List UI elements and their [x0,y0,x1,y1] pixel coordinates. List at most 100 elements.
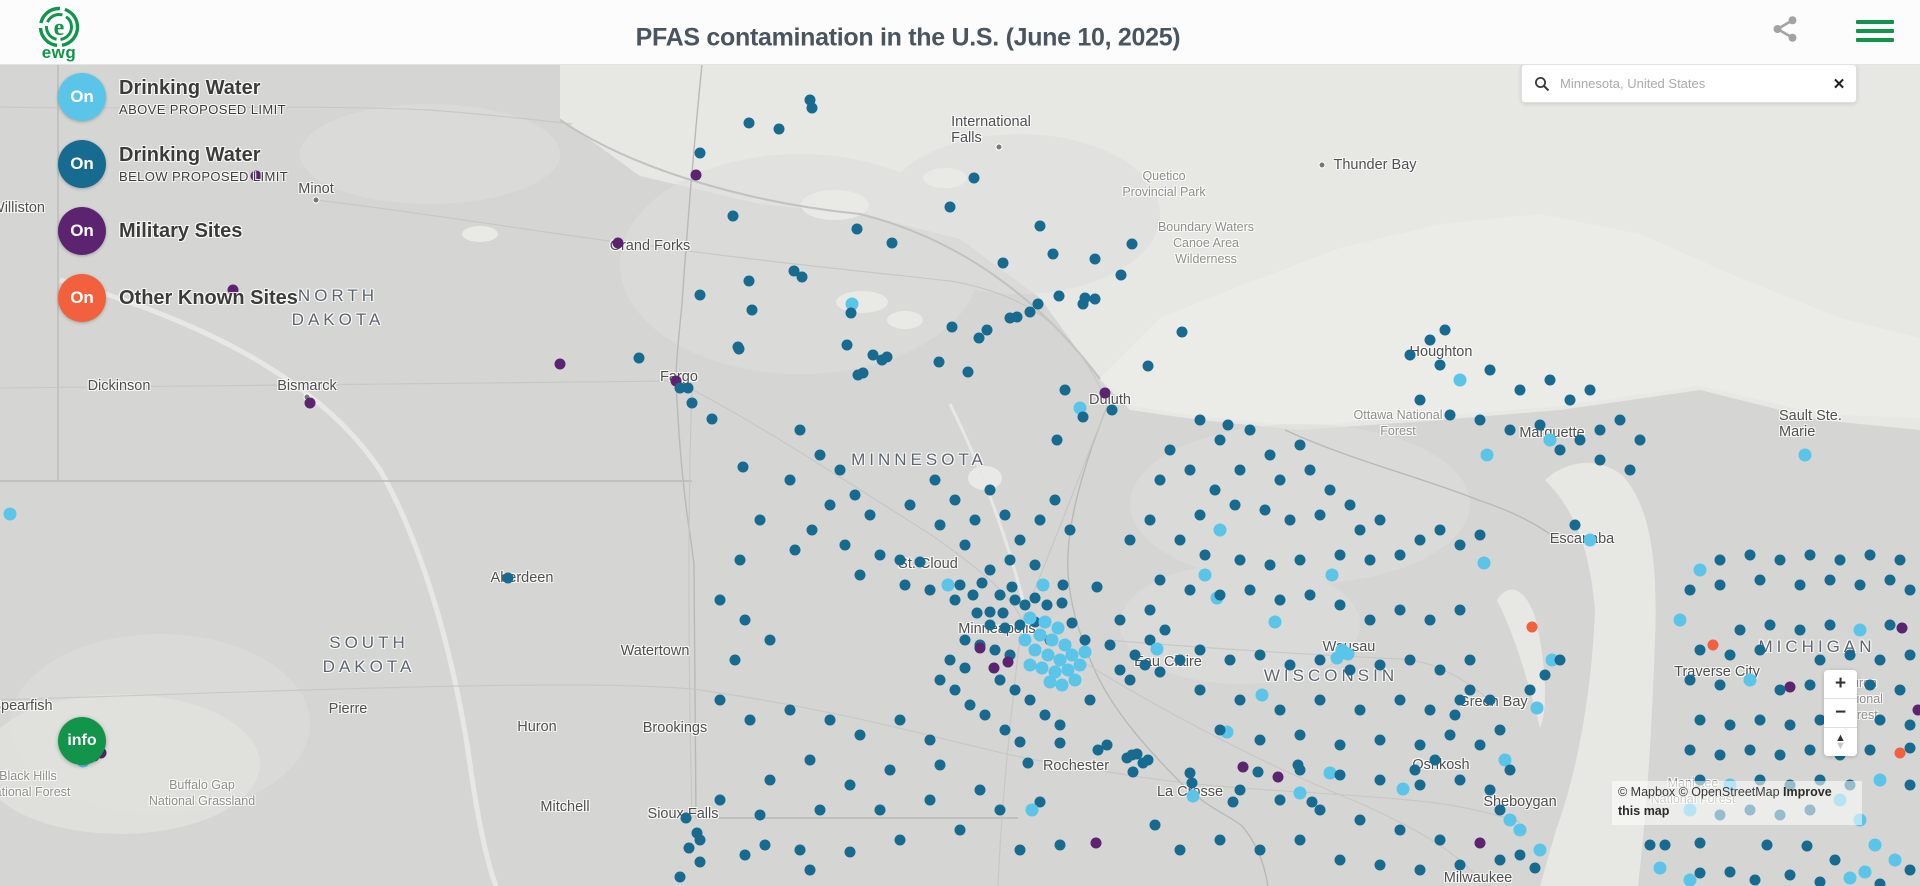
site-marker-b[interactable] [804,754,816,766]
site-marker-b[interactable] [1694,867,1706,879]
site-marker-b[interactable] [1694,774,1706,786]
site-marker-b[interactable] [1214,834,1226,846]
site-marker-b[interactable] [852,369,864,381]
site-marker-a[interactable] [1453,373,1467,387]
site-marker-a[interactable] [1213,523,1227,537]
site-marker-b[interactable] [1774,554,1786,566]
site-marker-b[interactable] [1454,604,1466,616]
legend-toggle-drinking-water-below[interactable]: On [58,140,106,188]
site-marker-b[interactable] [1424,614,1436,626]
site-marker-b[interactable] [1404,654,1416,666]
site-marker-b[interactable] [1234,554,1246,566]
site-marker-b[interactable] [1784,719,1796,731]
site-marker-b[interactable] [1594,454,1606,466]
site-marker-b[interactable] [674,382,686,394]
site-marker-b[interactable] [1304,464,1316,476]
site-marker-b[interactable] [899,579,911,591]
site-marker-b[interactable] [1554,444,1566,456]
site-marker-a[interactable] [1868,838,1882,852]
site-marker-b[interactable] [1084,694,1096,706]
site-marker-a[interactable] [1543,433,1557,447]
site-marker-b[interactable] [1056,597,1068,609]
site-marker-b[interactable] [949,594,961,606]
site-marker-b[interactable] [1124,674,1136,686]
site-marker-b[interactable] [1574,434,1586,446]
site-marker-a[interactable] [1053,653,1067,667]
site-marker-m[interactable] [250,170,262,182]
site-marker-b[interactable] [1174,534,1186,546]
site-marker-m[interactable] [1784,681,1796,693]
site-marker-b[interactable] [1199,549,1211,561]
menu-button[interactable] [1856,20,1896,46]
site-marker-b[interactable] [1234,694,1246,706]
site-marker-b[interactable] [784,474,796,486]
site-marker-b[interactable] [1529,862,1541,874]
site-marker-b[interactable] [1154,666,1166,678]
site-marker-b[interactable] [886,237,898,249]
site-marker-b[interactable] [1184,464,1196,476]
site-marker-m[interactable] [1090,837,1102,849]
site-marker-b[interactable] [773,123,785,135]
site-marker-b[interactable] [1724,719,1736,731]
site-marker-b[interactable] [934,519,946,531]
site-marker-b[interactable] [1344,499,1356,511]
site-marker-a[interactable] [1330,651,1344,665]
site-marker-b[interactable] [994,804,1006,816]
site-marker-b[interactable] [686,397,698,409]
site-marker-b[interactable] [1534,419,1546,431]
site-marker-b[interactable] [1064,524,1076,536]
site-marker-b[interactable] [1864,744,1876,756]
site-marker-b[interactable] [984,606,996,618]
site-marker-b[interactable] [999,509,1011,521]
site-marker-b[interactable] [1874,878,1886,886]
site-marker-b[interactable] [691,827,703,839]
site-marker-b[interactable] [1434,524,1446,536]
site-marker-b[interactable] [1474,739,1486,751]
site-marker-b[interactable] [944,201,956,213]
site-marker-b[interactable] [1131,748,1143,760]
ewg-logo[interactable]: e ewg [36,6,82,62]
site-marker-b[interactable] [1874,714,1886,726]
site-marker-b[interactable] [706,413,718,425]
site-marker-a[interactable] [1061,663,1075,677]
site-marker-b[interactable] [959,539,971,551]
site-marker-b[interactable] [743,117,755,129]
site-marker-b[interactable] [1174,654,1186,666]
site-marker-b[interactable] [683,842,695,854]
site-marker-b[interactable] [1494,854,1506,866]
site-marker-b[interactable] [1474,529,1486,541]
site-marker-b[interactable] [949,684,961,696]
site-marker-b[interactable] [1077,411,1089,423]
site-marker-b[interactable] [764,774,776,786]
site-marker-b[interactable] [1614,414,1626,426]
site-marker-b[interactable] [1274,474,1286,486]
site-marker-b[interactable] [1814,714,1826,726]
site-marker-b[interactable] [1829,854,1841,866]
site-marker-b[interactable] [1774,749,1786,761]
site-marker-b[interactable] [1734,624,1746,636]
site-marker-b[interactable] [1234,784,1246,796]
site-marker-b[interactable] [1544,374,1556,386]
site-marker-b[interactable] [1144,604,1156,616]
site-marker-b[interactable] [894,834,906,846]
site-marker-b[interactable] [1334,549,1346,561]
site-marker-b[interactable] [1414,864,1426,876]
site-marker-b[interactable] [967,589,979,601]
site-marker-b[interactable] [844,779,856,791]
site-marker-b[interactable] [1539,669,1551,681]
site-marker-b[interactable] [814,804,826,816]
site-marker-b[interactable] [1264,559,1276,571]
site-marker-b[interactable] [1091,581,1103,593]
site-marker-b[interactable] [1194,414,1206,426]
legend-toggle-drinking-water-above[interactable]: On [58,73,106,121]
site-marker-b[interactable] [874,804,886,816]
site-marker-b[interactable] [1754,714,1766,726]
site-marker-b[interactable] [1569,519,1581,531]
site-marker-a[interactable] [1843,871,1857,885]
site-marker-a[interactable] [1323,766,1337,780]
site-marker-b[interactable] [1884,619,1896,631]
site-marker-b[interactable] [854,569,866,581]
site-marker-m[interactable] [988,662,1000,674]
site-marker-b[interactable] [1484,784,1496,796]
site-marker-b[interactable] [834,464,846,476]
